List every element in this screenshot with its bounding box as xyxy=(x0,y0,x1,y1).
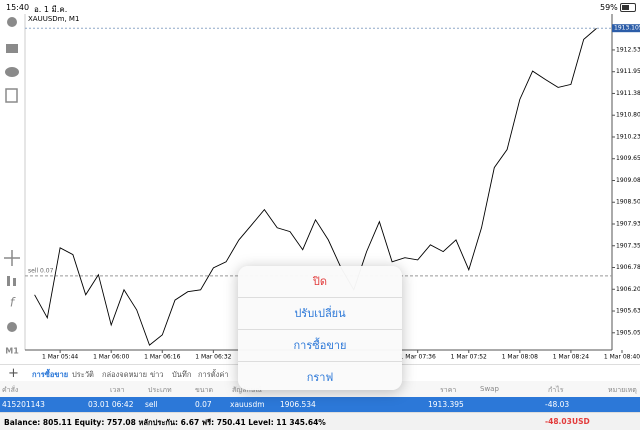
y-tick-label: 1909.655 xyxy=(616,155,640,162)
position-row[interactable]: 415201143 03.01 06:42 sell 0.07 xauusdm 1906.… xyxy=(0,397,640,412)
y-tick-label: 1910.230 xyxy=(616,133,640,140)
y-tick-label: 1912.530 xyxy=(616,46,640,53)
total-profit: -48.03 xyxy=(545,417,572,426)
y-tick-label: 1911.380 xyxy=(616,90,640,97)
x-tick-label: 1 Mar 06:00 xyxy=(93,354,129,361)
column-header: ราคา xyxy=(440,386,457,394)
chat-icon[interactable] xyxy=(5,67,19,77)
tab[interactable]: กล่องจดหมาย xyxy=(102,370,148,379)
toolbar: f M1 xyxy=(4,17,20,356)
x-tick-label: 1 Mar 08:24 xyxy=(553,354,589,361)
y-tick-label: 1909.080 xyxy=(616,177,640,184)
column-header: คำสั่ง xyxy=(2,386,19,394)
x-tick-label: 1 Mar 06:32 xyxy=(195,354,231,361)
crosshair-icon[interactable] xyxy=(4,250,20,266)
add-button[interactable]: + xyxy=(8,366,19,381)
clock: 15:40 xyxy=(6,3,30,12)
cell: sell xyxy=(145,400,158,409)
cell: xauusdm xyxy=(230,400,265,409)
tab[interactable]: ข่าว xyxy=(150,370,164,379)
battery-text: 59% xyxy=(600,3,618,12)
account-icon[interactable] xyxy=(7,17,17,27)
column-header: สัญลักษณ์ xyxy=(232,386,262,394)
x-tick-label: 1 Mar 07:52 xyxy=(451,354,487,361)
x-tick-label: 1 Mar 08:08 xyxy=(502,354,538,361)
column-header: กำไร xyxy=(548,386,564,394)
chart: f M1 XAUUSDm, M1 1905.055 1905.630 1906.20… xyxy=(4,14,640,361)
date: อ. 1 มี.ค. xyxy=(34,5,68,14)
y-tick-label: 1907.930 xyxy=(616,221,640,228)
last-price-box xyxy=(612,24,640,33)
indicator-icon[interactable]: f xyxy=(10,296,16,310)
popup-item[interactable]: ปิด xyxy=(238,266,402,298)
y-tick-label: 1905.055 xyxy=(616,329,640,336)
objects-icon[interactable] xyxy=(7,322,17,332)
chart-title: XAUUSDm, M1 xyxy=(28,15,79,23)
y-tick-label: 1908.505 xyxy=(616,199,640,206)
order-label: sell 0.07 xyxy=(28,267,54,274)
y-tick-label: 1911.955 xyxy=(616,68,640,75)
action-popup: ปิด ปรับเปลี่ยน การซื้อขายกราฟ xyxy=(238,266,402,390)
y-tick-label: 1905.630 xyxy=(616,308,640,315)
column-header: หมายเหตุ xyxy=(608,386,637,394)
trade-icon[interactable] xyxy=(6,44,18,53)
cell: 1913.395 xyxy=(428,400,464,409)
tab[interactable]: การตั้งค่า xyxy=(198,370,229,379)
account-summary: Balance: 805.11 Equity: 757.08 หลักประกั… xyxy=(4,418,326,427)
timeframe[interactable]: M1 xyxy=(5,347,19,356)
account-footer: Balance: 805.11 Equity: 757.08 หลักประกั… xyxy=(0,412,640,430)
y-tick-label: 1906.780 xyxy=(616,264,640,271)
popup-item[interactable]: กราฟ xyxy=(306,371,334,384)
column-header: ขนาด xyxy=(195,386,214,394)
popup-item[interactable]: ปรับเปลี่ยน xyxy=(238,298,402,330)
cell: 0.07 xyxy=(195,400,212,409)
cell: 03.01 06:42 xyxy=(88,400,134,409)
y-tick-label: 1910.805 xyxy=(616,112,640,119)
last-price-label: 1913.105 xyxy=(614,25,640,32)
tab[interactable]: บันทึก xyxy=(172,370,192,379)
x-tick-label: 1 Mar 07:36 xyxy=(400,354,436,361)
status-bar: 15:40 อ. 1 มี.ค. 59% xyxy=(0,0,640,14)
tab[interactable]: ประวัติ xyxy=(72,370,94,379)
column-header: Swap xyxy=(480,385,499,393)
price-line xyxy=(34,28,597,346)
cell: 1906.534 xyxy=(280,400,316,409)
y-tick-label: 1906.205 xyxy=(616,286,640,293)
popup-item[interactable]: การซื้อขาย xyxy=(238,330,402,362)
x-tick-label: 1 Mar 08:40 xyxy=(604,354,640,361)
candles-icon xyxy=(13,278,16,286)
new-icon[interactable] xyxy=(5,88,18,103)
battery-icon xyxy=(620,3,636,12)
currency: USD xyxy=(572,417,590,426)
tab[interactable]: การซื้อขาย xyxy=(32,370,69,379)
column-header: ประเภท xyxy=(148,386,172,394)
y-tick-label: 1907.355 xyxy=(616,242,640,249)
x-tick-label: 1 Mar 05:44 xyxy=(42,354,78,361)
cell: 415201143 xyxy=(2,400,45,409)
cell: -48.03 xyxy=(545,400,570,409)
candles-icon[interactable] xyxy=(7,276,10,286)
column-header: เวลา xyxy=(110,386,125,394)
x-tick-label: 1 Mar 06:16 xyxy=(144,354,180,361)
